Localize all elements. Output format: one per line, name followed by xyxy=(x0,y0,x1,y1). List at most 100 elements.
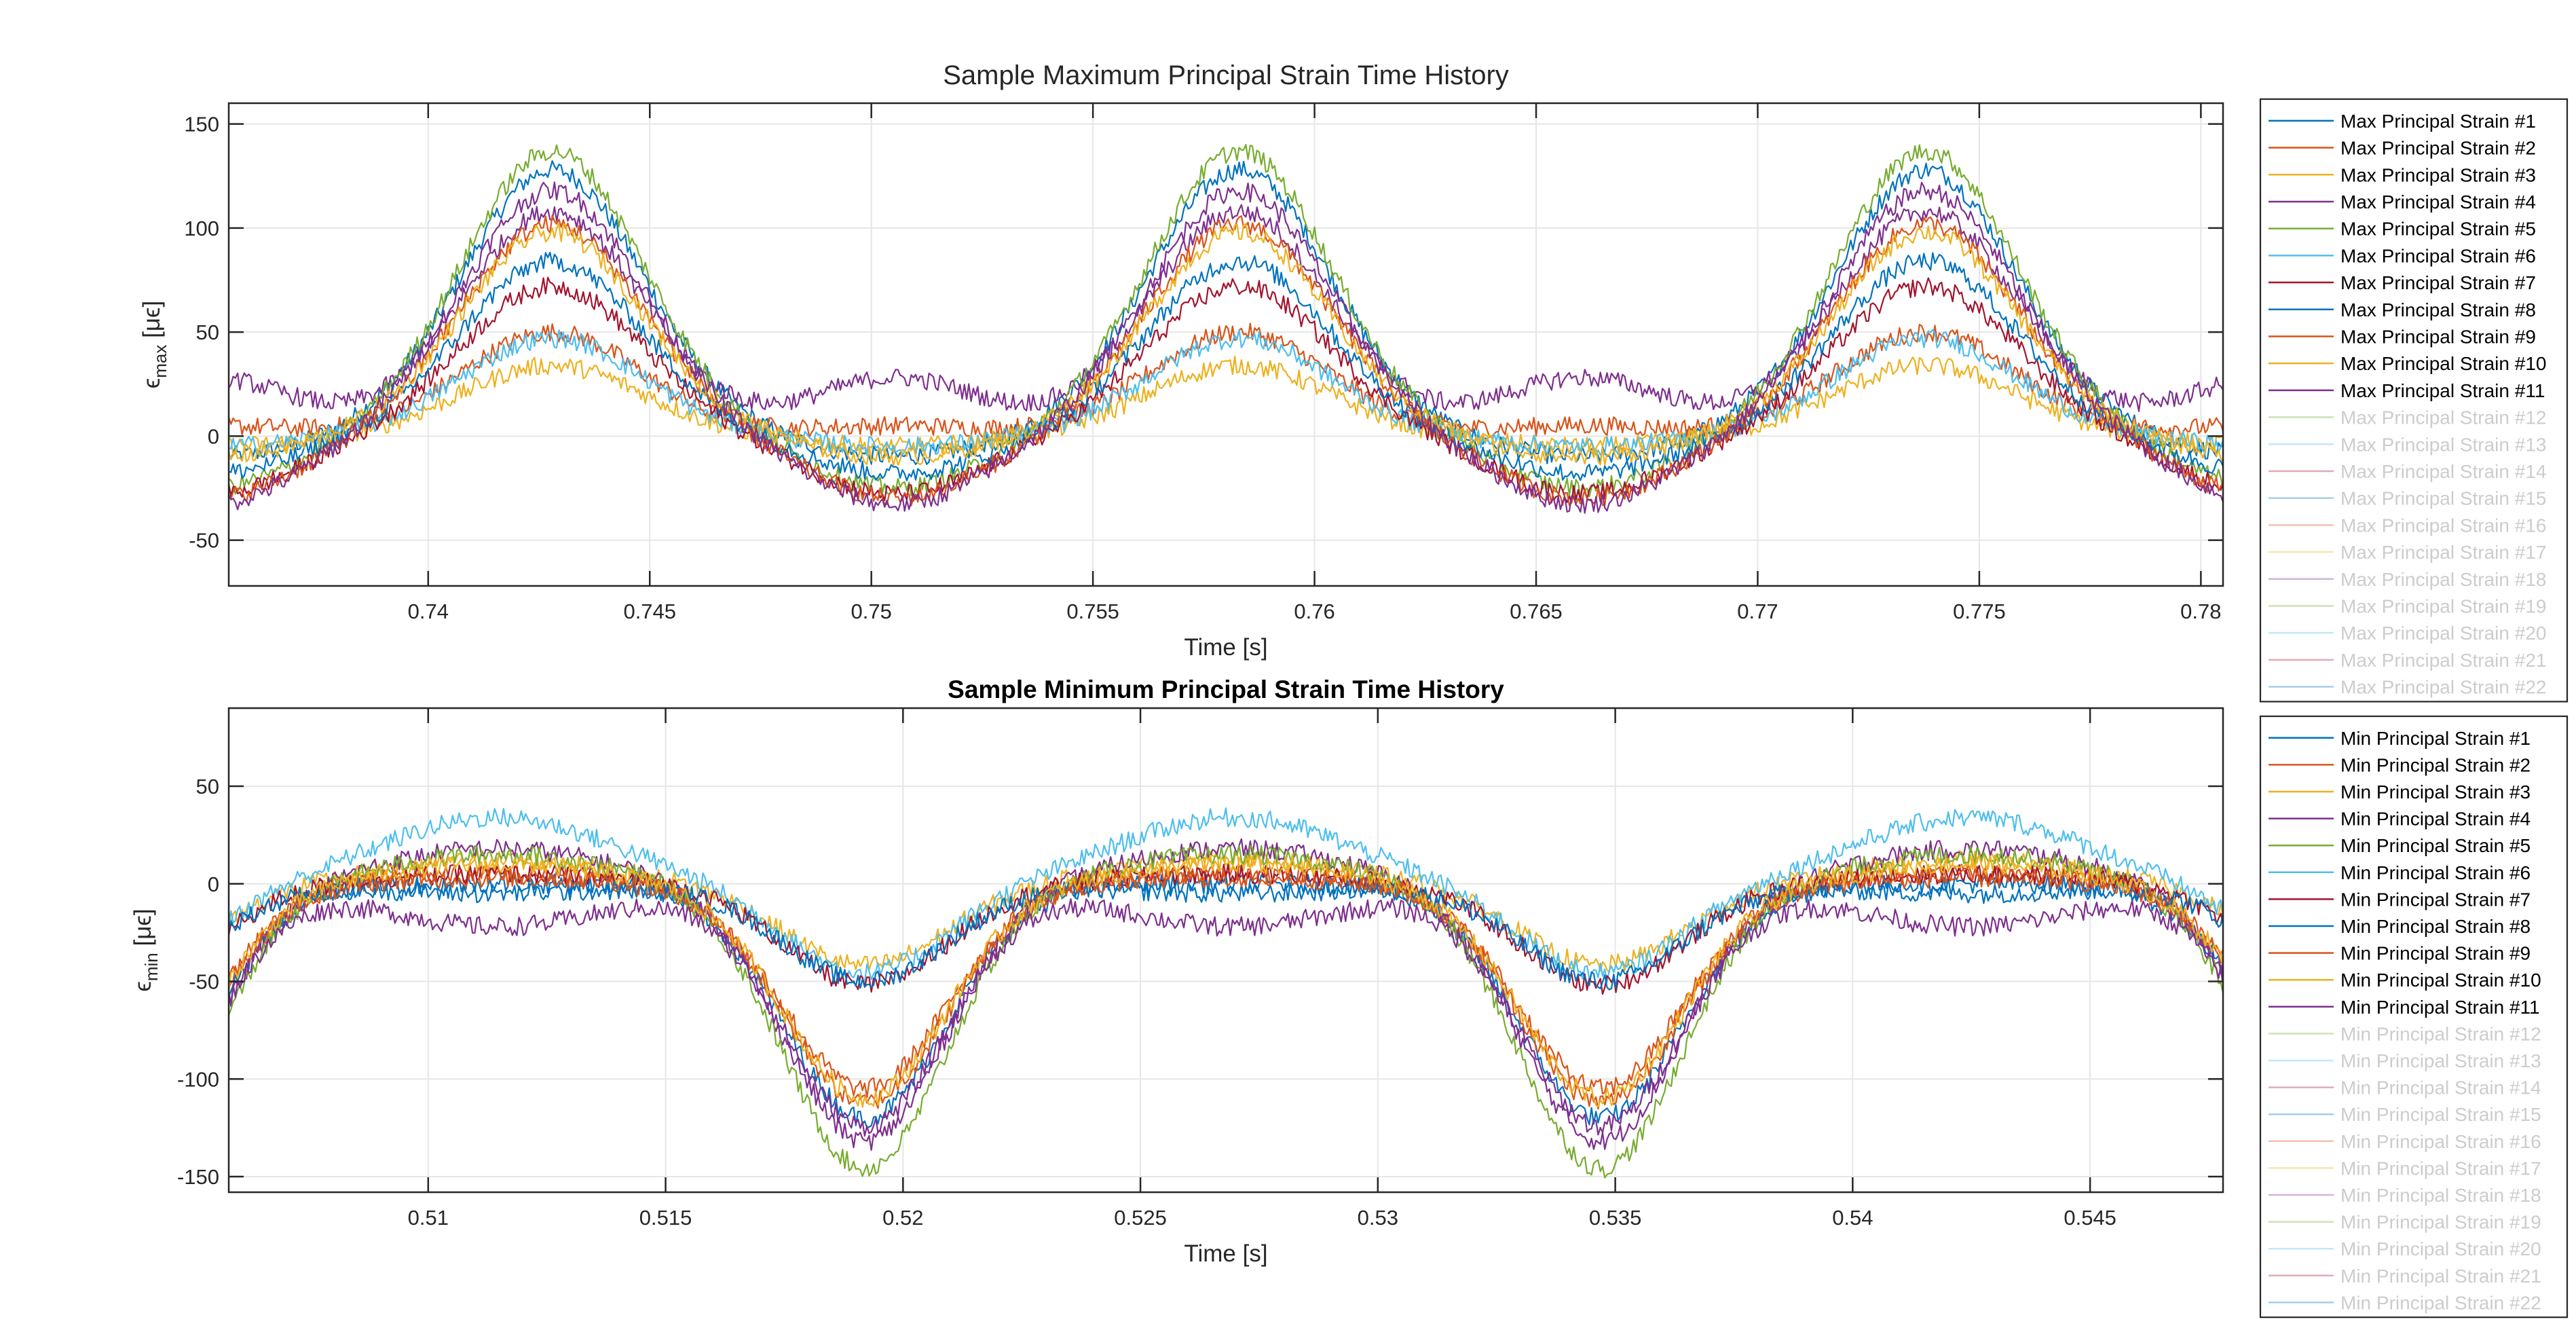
legend-item[interactable]: Min Principal Strain #22 xyxy=(2269,1292,2541,1313)
legend-item[interactable]: Max Principal Strain #13 xyxy=(2269,434,2546,455)
legend-item[interactable]: Max Principal Strain #16 xyxy=(2269,515,2546,536)
legend-item[interactable]: Min Principal Strain #3 xyxy=(2269,781,2531,803)
legend-item[interactable]: Min Principal Strain #11 xyxy=(2269,997,2540,1018)
legend-label: Max Principal Strain #6 xyxy=(2340,245,2536,266)
y-tick-label: 0 xyxy=(208,872,219,896)
legend-item[interactable]: Max Principal Strain #15 xyxy=(2269,488,2546,509)
series-line-6 xyxy=(229,807,2223,983)
chart-title: Sample Minimum Principal Strain Time His… xyxy=(948,676,1504,703)
x-tick-label: 0.76 xyxy=(1294,600,1334,623)
legend-item[interactable]: Min Principal Strain #10 xyxy=(2269,970,2541,991)
legend-item[interactable]: Min Principal Strain #16 xyxy=(2269,1131,2541,1152)
series-line-8 xyxy=(229,879,2223,991)
legend-item[interactable]: Min Principal Strain #1 xyxy=(2269,728,2531,749)
legend-item[interactable]: Min Principal Strain #18 xyxy=(2269,1185,2541,1206)
series-lines xyxy=(229,807,2223,1179)
legend-label: Max Principal Strain #9 xyxy=(2340,326,2536,347)
legend-item[interactable]: Max Principal Strain #2 xyxy=(2269,138,2536,159)
series-line-4 xyxy=(229,838,2223,1151)
series-line-3 xyxy=(229,355,2223,456)
y-tick-label: 50 xyxy=(196,775,219,798)
legend-item[interactable]: Max Principal Strain #18 xyxy=(2269,569,2546,590)
x-tick-label: 0.74 xyxy=(408,600,449,623)
legend-label: Min Principal Strain #18 xyxy=(2340,1185,2541,1206)
x-tick-label: 0.53 xyxy=(1358,1206,1398,1230)
legend-item[interactable]: Max Principal Strain #6 xyxy=(2269,245,2536,266)
legend-item[interactable]: Min Principal Strain #5 xyxy=(2269,835,2531,856)
legend-label: Max Principal Strain #15 xyxy=(2340,488,2546,509)
legend-label: Min Principal Strain #13 xyxy=(2340,1050,2541,1071)
legend-label: Min Principal Strain #6 xyxy=(2340,862,2531,883)
legend-item[interactable]: Min Principal Strain #7 xyxy=(2269,889,2531,910)
legend-item[interactable]: Min Principal Strain #15 xyxy=(2269,1104,2541,1125)
legend-item[interactable]: Min Principal Strain #19 xyxy=(2269,1212,2541,1233)
legend-label: Max Principal Strain #21 xyxy=(2340,650,2546,671)
legend-item[interactable]: Max Principal Strain #3 xyxy=(2269,164,2536,185)
x-axis-label: Time [s] xyxy=(1184,634,1267,661)
legend-item[interactable]: Max Principal Strain #8 xyxy=(2269,299,2536,320)
legend-label: Max Principal Strain #19 xyxy=(2340,595,2546,616)
y-tick-label: -50 xyxy=(189,529,219,553)
legend-item[interactable]: Min Principal Strain #14 xyxy=(2269,1077,2541,1099)
legend-item[interactable]: Max Principal Strain #17 xyxy=(2269,542,2546,563)
series-line-5 xyxy=(229,144,2223,498)
legend-item[interactable]: Min Principal Strain #6 xyxy=(2269,862,2531,883)
y-axis-label: ϵmin [μϵ] xyxy=(130,908,162,991)
legend-label: Min Principal Strain #2 xyxy=(2340,754,2531,775)
x-tick-label: 0.52 xyxy=(882,1206,923,1230)
legend-item[interactable]: Max Principal Strain #20 xyxy=(2269,623,2546,644)
legend-item[interactable]: Min Principal Strain #12 xyxy=(2269,1023,2541,1044)
series-line-1 xyxy=(229,873,2223,1129)
legend-label: Max Principal Strain #14 xyxy=(2340,461,2546,482)
legend-label: Max Principal Strain #17 xyxy=(2340,542,2546,563)
legend-item[interactable]: Min Principal Strain #20 xyxy=(2269,1238,2541,1259)
series-line-1 xyxy=(229,160,2223,465)
legend-item[interactable]: Max Principal Strain #1 xyxy=(2269,111,2536,132)
legend-label: Max Principal Strain #3 xyxy=(2340,164,2536,185)
y-tick-label: 100 xyxy=(184,217,219,240)
legend-label: Max Principal Strain #18 xyxy=(2340,569,2546,590)
legend-item[interactable]: Max Principal Strain #22 xyxy=(2269,677,2546,698)
y-axis-label: ϵmax [μϵ] xyxy=(138,301,170,388)
series-lines xyxy=(229,144,2223,514)
legend-item[interactable]: Min Principal Strain #13 xyxy=(2269,1050,2541,1071)
legend-item[interactable]: Max Principal Strain #14 xyxy=(2269,461,2546,482)
legend-item[interactable]: Max Principal Strain #11 xyxy=(2269,380,2545,401)
legend-label: Max Principal Strain #10 xyxy=(2340,353,2546,374)
legend-label: Max Principal Strain #7 xyxy=(2340,272,2536,293)
legend-label: Min Principal Strain #9 xyxy=(2340,943,2531,964)
legend-item[interactable]: Max Principal Strain #9 xyxy=(2269,326,2536,347)
series-line-8 xyxy=(229,251,2223,481)
x-tick-label: 0.54 xyxy=(1832,1206,1873,1230)
legend-item[interactable]: Min Principal Strain #9 xyxy=(2269,943,2531,964)
x-tick-label: 0.78 xyxy=(2180,600,2221,623)
series-line-6 xyxy=(229,329,2223,456)
legend-item[interactable]: Min Principal Strain #17 xyxy=(2269,1158,2541,1179)
legend-item[interactable]: Max Principal Strain #21 xyxy=(2269,650,2546,671)
x-tick-label: 0.775 xyxy=(1953,600,2006,623)
x-tick-label: 0.755 xyxy=(1066,600,1119,623)
legend-item[interactable]: Min Principal Strain #8 xyxy=(2269,916,2531,937)
legend-item[interactable]: Max Principal Strain #7 xyxy=(2269,272,2536,293)
y-axis-label-symbol: ϵ xyxy=(138,378,165,388)
legend-label: Max Principal Strain #22 xyxy=(2340,677,2546,698)
x-tick-label: 0.51 xyxy=(408,1206,449,1230)
legend-item[interactable]: Max Principal Strain #19 xyxy=(2269,595,2546,616)
x-tick-label: 0.75 xyxy=(851,600,892,623)
legend-label: Min Principal Strain #21 xyxy=(2340,1266,2541,1287)
legend-label: Min Principal Strain #12 xyxy=(2340,1023,2541,1044)
x-tick-label: 0.535 xyxy=(1589,1206,1642,1230)
legend-item[interactable]: Max Principal Strain #12 xyxy=(2269,407,2546,428)
legend-item[interactable]: Max Principal Strain #5 xyxy=(2269,219,2536,240)
legend-item[interactable]: Max Principal Strain #4 xyxy=(2269,191,2536,213)
x-tick-label: 0.545 xyxy=(2064,1206,2116,1230)
legend-item[interactable]: Min Principal Strain #2 xyxy=(2269,754,2531,775)
legend-label: Max Principal Strain #12 xyxy=(2340,407,2546,428)
series-line-10 xyxy=(229,223,2223,466)
legend-item[interactable]: Min Principal Strain #21 xyxy=(2269,1266,2541,1287)
legend-box xyxy=(2259,98,2569,703)
legend-item[interactable]: Max Principal Strain #10 xyxy=(2269,353,2546,374)
legend-item[interactable]: Min Principal Strain #4 xyxy=(2269,809,2531,830)
legend-label: Max Principal Strain #13 xyxy=(2340,434,2546,455)
